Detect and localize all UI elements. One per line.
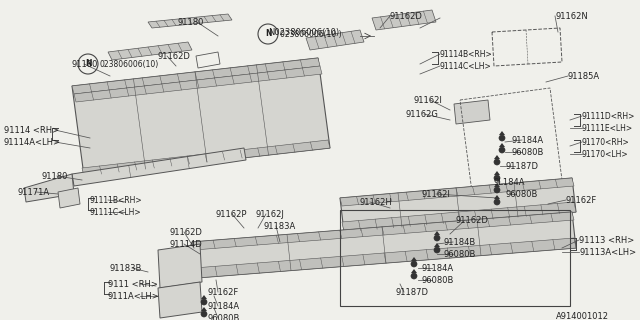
Polygon shape (192, 212, 576, 278)
Circle shape (201, 299, 207, 305)
Text: N: N (265, 29, 271, 38)
Polygon shape (192, 212, 574, 250)
Circle shape (494, 159, 500, 165)
Text: 91114A<LH>: 91114A<LH> (4, 138, 61, 147)
Text: 91113A<LH>: 91113A<LH> (579, 248, 636, 257)
Circle shape (499, 135, 505, 141)
Polygon shape (148, 14, 232, 28)
Text: 91183B: 91183B (110, 264, 142, 273)
Polygon shape (158, 244, 202, 288)
Text: 91114D: 91114D (170, 240, 203, 249)
Polygon shape (340, 178, 576, 232)
Circle shape (434, 235, 440, 241)
Text: 91187D: 91187D (505, 162, 538, 171)
Circle shape (411, 273, 417, 279)
Text: 91162D: 91162D (170, 228, 203, 237)
Text: 96080B: 96080B (208, 314, 241, 320)
Text: 91114B<RH>: 91114B<RH> (440, 50, 493, 59)
Text: 96080B: 96080B (512, 148, 545, 157)
Text: 9L184A: 9L184A (494, 178, 525, 187)
Text: 91171A: 91171A (18, 188, 50, 197)
Text: 91111E<LH>: 91111E<LH> (582, 124, 633, 133)
Polygon shape (306, 30, 364, 50)
Text: 91184A: 91184A (512, 136, 544, 145)
Polygon shape (434, 243, 440, 247)
Text: 91162J: 91162J (255, 210, 284, 219)
Text: 91187D: 91187D (396, 288, 429, 297)
Polygon shape (342, 202, 576, 232)
Circle shape (434, 247, 440, 253)
Text: 91180: 91180 (72, 60, 99, 69)
Polygon shape (494, 155, 500, 159)
Polygon shape (24, 174, 74, 202)
Polygon shape (372, 10, 436, 30)
Text: 023806006(10): 023806006(10) (100, 60, 159, 69)
Polygon shape (201, 295, 207, 299)
Polygon shape (434, 231, 440, 235)
Polygon shape (72, 148, 246, 186)
Text: 91114 <RH>: 91114 <RH> (4, 126, 59, 135)
Text: 96080B: 96080B (444, 250, 476, 259)
Text: 9111A<LH>: 9111A<LH> (108, 292, 160, 301)
Text: 91162H: 91162H (360, 198, 393, 207)
Circle shape (494, 199, 500, 205)
Polygon shape (108, 42, 192, 60)
Polygon shape (72, 58, 330, 176)
Text: 91114C<LH>: 91114C<LH> (440, 62, 492, 71)
Polygon shape (72, 58, 320, 94)
Circle shape (201, 311, 207, 317)
Text: 023806006(10 ): 023806006(10 ) (280, 30, 342, 39)
Text: 91170<RH>: 91170<RH> (582, 138, 630, 147)
Text: 91162F: 91162F (208, 288, 239, 297)
Text: 91162P: 91162P (215, 210, 246, 219)
Circle shape (411, 261, 417, 267)
Text: 91180: 91180 (178, 18, 204, 27)
Text: 91162N: 91162N (555, 12, 588, 21)
Polygon shape (58, 188, 80, 208)
Circle shape (499, 147, 505, 153)
Text: A914001012: A914001012 (556, 312, 609, 320)
Text: 91170<LH>: 91170<LH> (582, 150, 628, 159)
Text: 9111 <RH>: 9111 <RH> (108, 280, 158, 289)
Text: 91111C<LH>: 91111C<LH> (90, 208, 141, 217)
Polygon shape (74, 66, 322, 102)
Text: 96080B: 96080B (422, 276, 454, 285)
Text: 91162D: 91162D (390, 12, 423, 21)
Text: 91184A: 91184A (208, 302, 240, 311)
Polygon shape (340, 178, 574, 206)
Text: 91162D: 91162D (157, 52, 190, 61)
Text: 91162F: 91162F (566, 196, 597, 205)
Polygon shape (82, 140, 330, 176)
Polygon shape (411, 257, 417, 261)
Polygon shape (158, 282, 202, 318)
Polygon shape (201, 307, 207, 311)
Polygon shape (494, 183, 500, 187)
Text: 91162I: 91162I (414, 96, 443, 105)
Text: 91162G: 91162G (406, 110, 439, 119)
Text: 91111B<RH>: 91111B<RH> (90, 196, 143, 205)
Text: 91113 <RH>: 91113 <RH> (579, 236, 634, 245)
Text: 96080B: 96080B (506, 190, 538, 199)
Text: 91162D: 91162D (455, 216, 488, 225)
Polygon shape (411, 269, 417, 273)
Text: 91185A: 91185A (568, 72, 600, 81)
Circle shape (494, 187, 500, 193)
Circle shape (494, 175, 500, 181)
Text: N023806006(10): N023806006(10) (268, 28, 339, 37)
Text: 91180: 91180 (42, 172, 68, 181)
Polygon shape (499, 131, 505, 135)
Polygon shape (494, 195, 500, 199)
Text: 91184B: 91184B (444, 238, 476, 247)
Text: 91162I: 91162I (422, 190, 451, 199)
Text: 91183A: 91183A (264, 222, 296, 231)
Text: 91184A: 91184A (422, 264, 454, 273)
Polygon shape (194, 238, 576, 278)
Polygon shape (499, 143, 505, 147)
Polygon shape (494, 171, 500, 175)
Polygon shape (454, 100, 490, 124)
Text: 91111D<RH>: 91111D<RH> (582, 112, 636, 121)
Text: N: N (84, 60, 92, 68)
